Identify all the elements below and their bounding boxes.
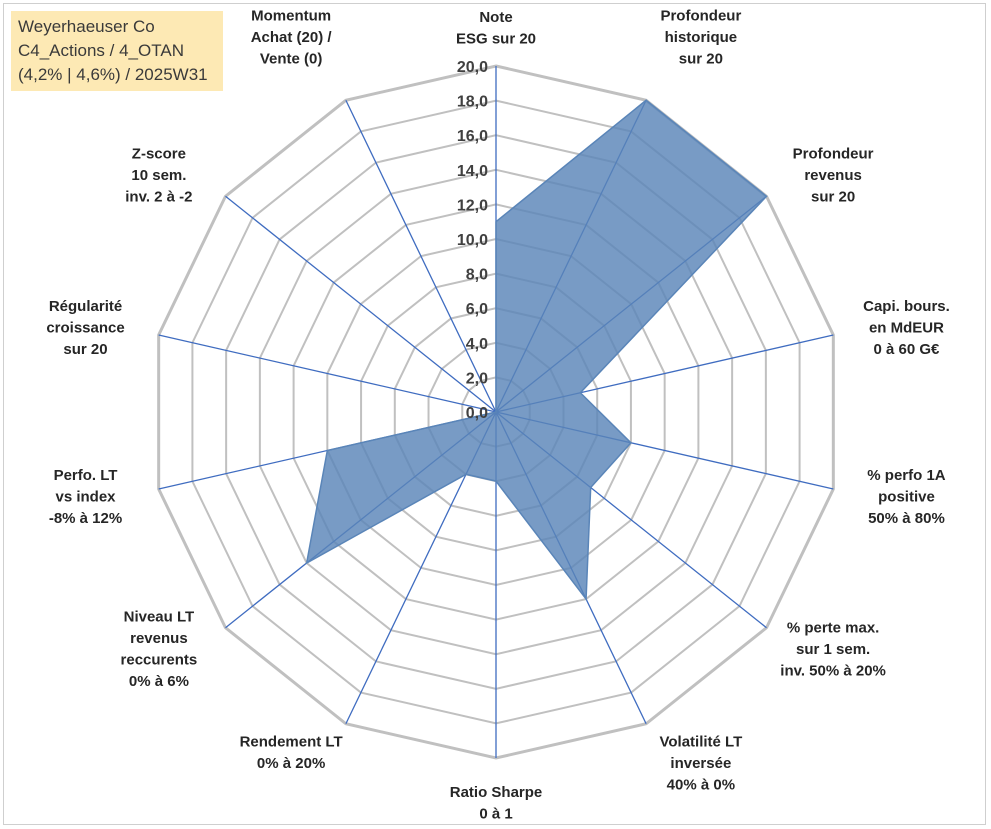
axis-label-line: positive xyxy=(878,489,935,506)
tick-label: 4,0 xyxy=(466,336,488,353)
axis-label-line: Profondeur xyxy=(660,8,741,25)
title-period: (4,2% | 4,6%) / 2025W31 xyxy=(18,65,208,84)
axis-label-line: Vente (0) xyxy=(260,51,323,68)
axis-label: Profondeur revenus sur 20 xyxy=(793,146,874,206)
axis-label-line: 10 sem. xyxy=(131,167,186,184)
axis-label-line: inv. 50% à 20% xyxy=(780,662,886,679)
axis-label-line: Capi. bours. xyxy=(863,298,950,315)
radial-tick-labels: 0,0 2,0 4,0 6,0 8,0 10,0 12,0 14,0 16,0 18,0 20,0 xyxy=(457,59,488,422)
tick-label: 20,0 xyxy=(457,59,488,76)
series-area xyxy=(305,99,768,602)
chart-frame xyxy=(3,3,986,825)
axis-label-line: 0% à 20% xyxy=(257,755,325,772)
axis-spoke xyxy=(345,99,497,413)
axis-label-line: 50% à 80% xyxy=(868,510,945,527)
axis-label: Capi. bours. en MdEUR 0 à 60 G€ xyxy=(863,298,950,358)
axis-label-line: croissance xyxy=(46,319,124,336)
axis-label: Z-score 10 sem. inv. 2 à -2 xyxy=(125,146,192,206)
tick-label: 14,0 xyxy=(457,163,488,180)
axis-label-line: Ratio Sharpe xyxy=(450,784,543,801)
tick-label: 2,0 xyxy=(466,370,488,387)
axis-label-line: Z-score xyxy=(132,146,186,163)
tick-label: 0,0 xyxy=(466,405,488,422)
axis-label-line: Momentum xyxy=(251,8,331,25)
axis-label-line: 0 à 60 G€ xyxy=(874,341,941,358)
axis-label: Rendement LT 0% à 20% xyxy=(240,733,343,772)
axis-label-line: -8% à 12% xyxy=(49,510,122,527)
title-box: Weyerhaeuser Co C4_Actions / 4_OTAN (4,2… xyxy=(11,11,223,91)
axis-label-line: Rendement LT xyxy=(240,733,343,750)
axis-label: Niveau LT revenus reccurents 0% à 6% xyxy=(121,609,198,691)
axis-label-line: inversée xyxy=(670,755,731,772)
axis-label-line: ESG sur 20 xyxy=(456,31,536,48)
axis-label-line: sur 1 sem. xyxy=(796,641,870,658)
title-category: C4_Actions / 4_OTAN xyxy=(18,41,184,60)
axis-label: Profondeur historique sur 20 xyxy=(660,8,741,68)
axis-label: Note ESG sur 20 xyxy=(456,9,536,48)
tick-label: 18,0 xyxy=(457,94,488,111)
axis-label-line: Régularité xyxy=(49,298,122,315)
axis-label: % perfo 1A positive 50% à 80% xyxy=(867,467,946,527)
axis-label-line: sur 20 xyxy=(63,341,107,358)
tick-label: 6,0 xyxy=(466,301,488,318)
axis-label: % perte max. sur 1 sem. inv. 50% à 20% xyxy=(780,619,886,679)
axis-label-line: revenus xyxy=(804,167,862,184)
tick-label: 8,0 xyxy=(466,267,488,284)
axis-label-line: en MdEUR xyxy=(869,319,944,336)
axis-label-line: 0% à 6% xyxy=(129,673,189,690)
axis-label-line: % perfo 1A xyxy=(867,467,946,484)
axis-label-line: reccurents xyxy=(121,652,198,669)
axis-label-line: sur 20 xyxy=(811,189,855,206)
title-company: Weyerhaeuser Co xyxy=(18,17,155,36)
axis-label: Régularité croissance sur 20 xyxy=(46,298,124,358)
axis-label-line: Profondeur xyxy=(793,146,874,163)
axis-label: Perfo. LT vs index -8% à 12% xyxy=(49,467,122,527)
axis-label-line: Niveau LT xyxy=(124,609,195,626)
data-area xyxy=(305,99,768,602)
axis-labels: Note ESG sur 20 Profondeur historique sur 20… xyxy=(46,8,949,823)
axis-label: Volatilité LT inversée 40% à 0% xyxy=(659,733,742,793)
tick-label: 12,0 xyxy=(457,197,488,214)
axis-label-line: vs index xyxy=(56,489,117,506)
axis-label: Ratio Sharpe 0 à 1 xyxy=(450,784,543,823)
tick-label: 16,0 xyxy=(457,128,488,145)
axis-spoke xyxy=(158,334,497,413)
axis-label-line: Achat (20) / xyxy=(251,29,333,46)
axis-label-line: historique xyxy=(665,29,738,46)
axis-label-line: % perte max. xyxy=(787,619,880,636)
axis-label-line: revenus xyxy=(130,630,188,647)
axis-label-line: Note xyxy=(479,9,512,26)
axis-label-line: Volatilité LT xyxy=(659,733,742,750)
tick-label: 10,0 xyxy=(457,232,488,249)
axis-label-line: inv. 2 à -2 xyxy=(125,189,192,206)
axis-label-line: sur 20 xyxy=(679,51,723,68)
axis-label-line: Perfo. LT xyxy=(54,467,118,484)
axis-label-line: 40% à 0% xyxy=(667,776,735,793)
axis-spoke xyxy=(225,195,497,413)
axis-label-line: 0 à 1 xyxy=(479,806,512,823)
axis-label: Momentum Achat (20) / Vente (0) xyxy=(251,8,333,68)
